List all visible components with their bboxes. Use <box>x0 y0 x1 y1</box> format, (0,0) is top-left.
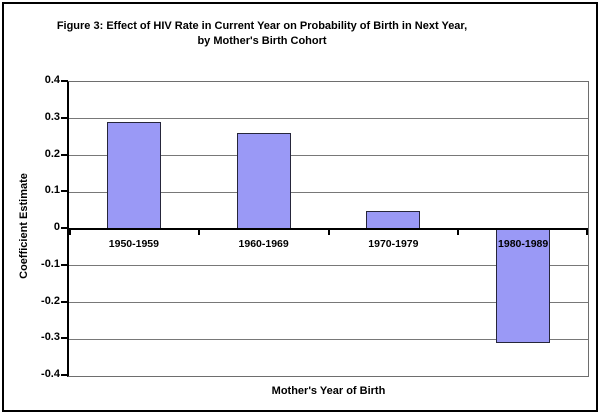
y-tick-label-0.1: 0.1 <box>44 184 60 197</box>
y-tick-label-0.3: 0.3 <box>44 110 60 123</box>
plot-area: 1950-1959 1960-1969 1970-1979 1980-1989 <box>67 81 589 377</box>
gridline-y--0.2 <box>69 302 588 303</box>
category-tick-0 <box>69 230 71 235</box>
bar-1950-1959 <box>106 122 161 229</box>
gridline-y-0.1 <box>69 191 588 193</box>
y-tick-mark--0.1 <box>61 263 68 266</box>
category-label-1980-1989: 1980-1989 <box>498 238 549 250</box>
y-tick-label--0.4: -0.4 <box>41 368 60 380</box>
category-label-1960-1969: 1960-1969 <box>238 238 289 250</box>
chart-title: Figure 3: Effect of HIV Rate in Current … <box>0 19 524 49</box>
category-tick-4 <box>586 230 588 235</box>
chart-title-line1: Figure 3: Effect of HIV Rate in Current … <box>56 20 468 32</box>
bar-1960-1969 <box>236 133 291 229</box>
y-tick-label--0.2: -0.2 <box>41 294 60 307</box>
gridline-y--0.3 <box>69 338 588 340</box>
y-tick-mark-0.3 <box>61 116 68 119</box>
x-axis-line <box>69 228 588 230</box>
chart-title-line2: by Mother's Birth Cohort <box>197 35 327 47</box>
gridline-y-0.3 <box>69 118 588 120</box>
category-tick-1 <box>197 230 200 235</box>
y-tick-mark-0.2 <box>61 153 68 156</box>
x-axis-title: Mother's Year of Birth <box>271 385 386 397</box>
y-tick-label--0.1: -0.1 <box>41 257 60 270</box>
y-tick-label-0.4: 0.4 <box>44 74 60 86</box>
bar-1970-1979 <box>366 210 421 229</box>
y-tick-mark--0.3 <box>61 337 68 340</box>
category-label-1970-1979: 1970-1979 <box>368 238 419 250</box>
y-tick-label--0.3: -0.3 <box>41 331 60 344</box>
y-tick-mark-0 <box>61 227 68 229</box>
bar-1980-1989 <box>496 229 551 343</box>
y-tick-mark-0.4 <box>61 80 68 82</box>
y-tick-label-0: 0 <box>53 221 60 233</box>
y-tick-label-0.2: 0.2 <box>44 147 60 160</box>
category-tick-3 <box>457 230 460 235</box>
gridline-y-0.2 <box>69 155 588 156</box>
y-tick-mark--0.2 <box>61 300 68 303</box>
y-tick-mark-0.1 <box>61 190 68 193</box>
y-tick-mark--0.4 <box>61 374 68 376</box>
category-label-1950-1959: 1950-1959 <box>108 238 159 250</box>
category-tick-2 <box>327 230 330 235</box>
gridline-y--0.1 <box>69 265 588 267</box>
